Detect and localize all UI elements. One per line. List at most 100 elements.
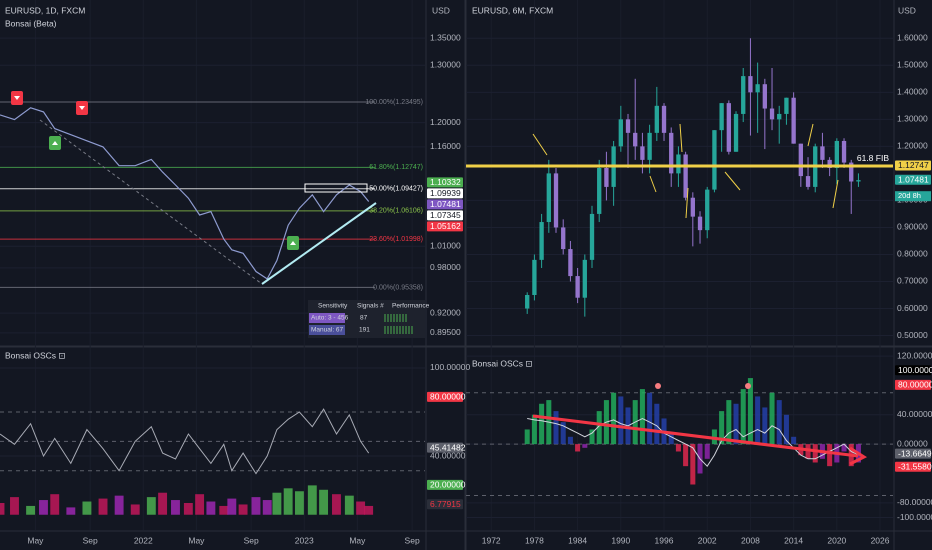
price-badge-label: 80.00000 <box>430 392 466 402</box>
y-tick-label: 1.20000 <box>430 117 461 127</box>
countdown: 20d 8h <box>898 191 921 200</box>
y-tick-label: 1.01000 <box>430 240 461 250</box>
table-header: Performance <box>392 303 430 310</box>
signal-table: Sensitivity Signals # Performance Auto: … <box>308 300 430 338</box>
chart-title: EURUSD, 6M, FXCM <box>472 5 553 15</box>
price-badge-label: 20.00000 <box>430 480 466 490</box>
candle-body <box>777 113 782 120</box>
histogram-bar <box>582 444 588 448</box>
arrow <box>724 171 741 191</box>
price-badge-label: 1.10332 <box>430 177 461 187</box>
buy-icon <box>290 241 296 245</box>
x-tick-label: 2002 <box>698 535 717 545</box>
histogram-bar <box>283 488 293 515</box>
countdown-bg <box>895 191 931 202</box>
candle-body <box>676 154 681 174</box>
histogram-bar <box>812 444 818 463</box>
price-badge <box>895 461 931 472</box>
histogram-bar <box>356 501 366 515</box>
candle-body <box>647 132 652 160</box>
histogram-bar <box>719 411 725 445</box>
arrow <box>807 123 814 147</box>
candle-body <box>654 105 659 133</box>
histogram-bar <box>668 433 674 445</box>
candle-body <box>661 105 667 133</box>
candle-body <box>561 227 566 250</box>
price-badge <box>427 199 463 210</box>
histogram-bar <box>711 429 717 445</box>
histogram-bar <box>841 444 847 452</box>
histogram-bar <box>319 489 329 515</box>
price-line <box>0 107 370 280</box>
histogram-bar <box>524 429 530 445</box>
candle-body <box>705 189 710 231</box>
histogram-bar <box>114 495 124 515</box>
x-tick-label: May <box>188 535 205 545</box>
price-badge <box>427 210 463 221</box>
candle-body <box>856 180 861 182</box>
price-badge-label: 1.05162 <box>430 221 461 231</box>
histogram-bar <box>531 414 537 445</box>
y-tick-label: 40.00000 <box>430 450 466 460</box>
histogram-bar <box>195 494 205 515</box>
histogram-bar <box>611 392 617 445</box>
candle-body <box>575 276 580 298</box>
histogram-bar <box>805 444 811 459</box>
indicator-name: Bonsai (Beta) <box>5 18 57 28</box>
candle-body <box>827 159 832 168</box>
candle-body <box>589 213 595 260</box>
y-tick-label: 1.16000 <box>430 141 461 151</box>
arrow <box>679 123 683 153</box>
price-badge <box>427 391 463 402</box>
histogram-bar <box>364 505 374 515</box>
histogram-bar <box>206 501 216 515</box>
candle-body <box>546 173 551 223</box>
y-tick-label: 100.00000 <box>430 362 470 372</box>
x-tick-label: Sep <box>405 535 420 545</box>
candle-body <box>769 108 775 120</box>
histogram-bar <box>98 498 108 515</box>
histogram-bar <box>647 392 653 445</box>
histogram-bar <box>39 500 48 515</box>
x-tick-label: May <box>27 535 44 545</box>
price-badge <box>895 365 931 376</box>
x-tick-label: 2026 <box>871 535 890 545</box>
currency: USD <box>432 5 450 15</box>
x-tick-label: 2023 <box>295 535 314 545</box>
y-tick-label: 40.00000 <box>897 409 932 419</box>
histogram-bar <box>10 497 19 515</box>
signal-dot <box>745 383 751 389</box>
histogram-bar <box>171 500 180 515</box>
candle-body <box>762 84 767 109</box>
histogram-bar <box>776 400 782 445</box>
x-tick-label: 2020 <box>827 535 846 545</box>
histogram-bar <box>783 414 789 445</box>
candle-body <box>798 143 803 177</box>
candle-body <box>719 103 724 131</box>
annotation-arrows <box>532 123 839 219</box>
histogram-bar <box>130 504 140 515</box>
y-tick-label: 1.35000 <box>430 32 461 42</box>
histogram-bar <box>654 403 660 445</box>
histogram-bar <box>344 495 354 515</box>
candle-body <box>748 76 753 93</box>
histogram-bar <box>553 411 559 445</box>
candle-body <box>849 162 854 182</box>
candle-body <box>791 97 796 144</box>
histogram-bar <box>66 507 76 515</box>
histogram-bar <box>307 485 317 515</box>
price-badge <box>895 448 931 459</box>
price-badge <box>895 160 931 171</box>
arrow <box>685 187 689 219</box>
fib-label: 0.00%(0.95358) <box>373 284 423 291</box>
table-cell: Auto: 3 - 456 <box>311 315 349 322</box>
y-tick-label: 0.60000 <box>897 303 928 313</box>
candle-body <box>604 167 609 187</box>
histogram-bar <box>251 497 261 515</box>
price-badge-label: 1.12747 <box>898 160 929 170</box>
histogram-bar <box>183 502 193 515</box>
x-tick-label: 1972 <box>482 535 501 545</box>
y-tick-label: 1.50000 <box>897 60 928 70</box>
candle-body <box>640 146 645 160</box>
